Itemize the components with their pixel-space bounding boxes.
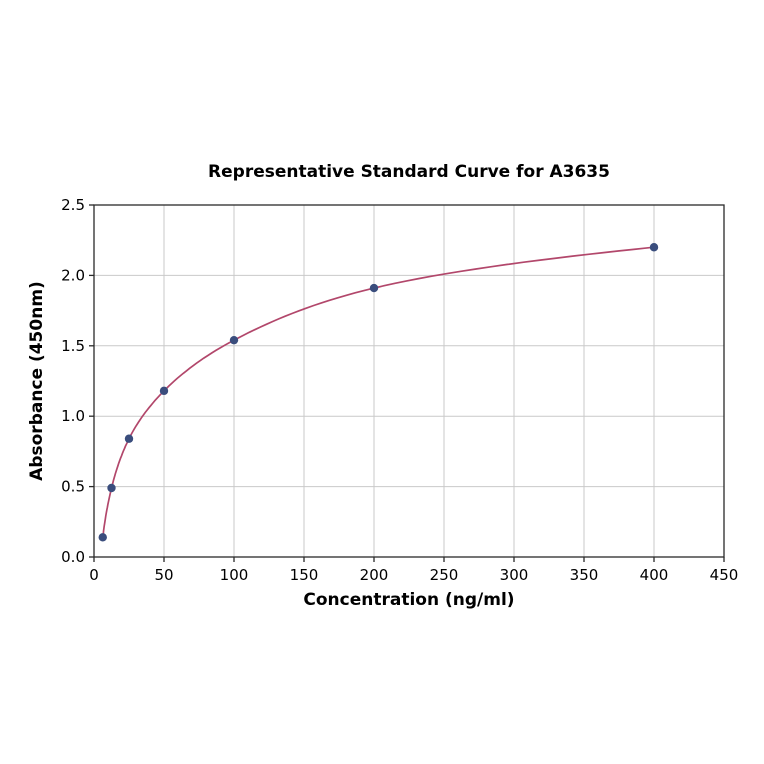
x-tick-label: 150 (290, 566, 319, 584)
chart-title: Representative Standard Curve for A3635 (208, 162, 610, 182)
data-point (124, 434, 134, 443)
standard-curve-line (101, 246, 655, 538)
x-tick-label: 0 (89, 566, 99, 584)
y-tick-label: 1.5 (61, 337, 85, 355)
x-tick-label: 200 (360, 566, 389, 584)
y-tick-label: 2.5 (61, 196, 85, 214)
x-tick-label: 250 (430, 566, 459, 584)
y-tick-label: 2.0 (61, 266, 85, 284)
x-tick-label: 450 (710, 566, 739, 584)
x-tick-label: 300 (500, 566, 529, 584)
y-tick-label: 0.0 (61, 548, 85, 566)
x-tick-label: 400 (640, 566, 669, 584)
y-tick-label: 0.5 (61, 478, 85, 496)
x-tick-label: 100 (220, 566, 249, 584)
y-tick-label: 1.0 (61, 407, 85, 425)
data-point (649, 243, 659, 252)
data-point (107, 483, 116, 493)
x-tick-label: 50 (154, 566, 173, 584)
data-point (98, 533, 107, 542)
x-axis-label: Concentration (ng/ml) (303, 590, 515, 610)
data-point (159, 386, 169, 396)
data-point (229, 335, 239, 345)
x-tick-label: 350 (570, 566, 599, 584)
data-point (369, 283, 379, 293)
plot-border (93, 204, 725, 558)
